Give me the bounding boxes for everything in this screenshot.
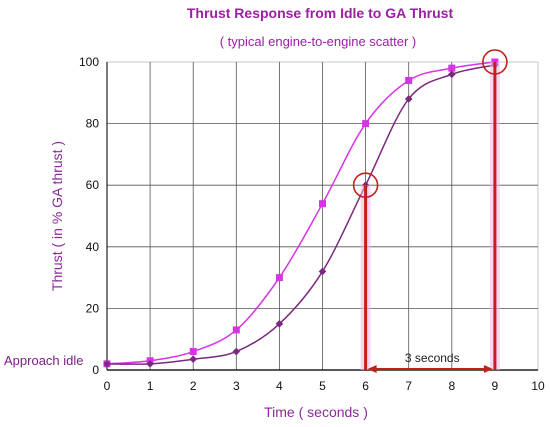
data-point-square	[275, 274, 283, 282]
data-point-diamond	[275, 320, 284, 328]
series-line-1	[106, 61, 496, 365]
series-line-2	[106, 64, 496, 365]
arrowhead-left	[367, 365, 377, 373]
y-tick-label: 20	[86, 301, 100, 315]
x-tick-label: 3	[233, 379, 240, 393]
x-tick-label: 4	[276, 379, 283, 393]
data-point-square	[448, 64, 456, 72]
arrowhead-right	[483, 365, 493, 373]
highlight-circle	[482, 49, 508, 75]
data-point-diamond	[318, 267, 327, 276]
x-tick-label: 6	[362, 379, 369, 393]
data-point-diamond	[103, 360, 111, 368]
x-tick-label: 5	[319, 379, 326, 393]
chart-marks	[103, 58, 499, 368]
chart-grid	[106, 61, 539, 371]
data-point-square	[362, 120, 370, 128]
x-tick-label: 1	[147, 379, 154, 393]
data-point-square	[232, 326, 240, 334]
y-tick-label: 100	[79, 55, 99, 69]
x-tick-label: 0	[104, 379, 111, 393]
y-tick-label: 80	[86, 117, 100, 131]
data-point-diamond	[232, 347, 241, 356]
x-tick-label: 9	[492, 379, 499, 393]
annotation-overlay: 3 seconds	[352, 49, 508, 373]
data-point-square	[319, 200, 326, 208]
y-axis-label: Thrust ( in % GA thrust )	[49, 141, 65, 291]
x-tick-label: 8	[448, 379, 455, 393]
duration-label: 3 seconds	[405, 351, 460, 365]
chart-title: Thrust Response from Idle to GA Thrust	[187, 5, 454, 21]
data-point-square	[189, 348, 197, 356]
data-point-diamond	[448, 70, 456, 79]
data-point-diamond	[189, 355, 197, 364]
x-axis-label: Time ( seconds )	[264, 404, 368, 420]
chart-subtitle: ( typical engine-to-engine scatter )	[220, 34, 417, 49]
approach-idle-label: Approach idle	[4, 353, 84, 368]
y-tick-label: 40	[86, 240, 100, 254]
y-tick-label: 0	[92, 363, 99, 377]
data-point-diamond	[404, 95, 413, 103]
x-tick-label: 10	[531, 379, 545, 393]
data-point-square	[405, 76, 413, 84]
y-tick-label: 60	[86, 178, 100, 192]
x-tick-label: 7	[405, 379, 412, 393]
data-point-diamond	[146, 360, 154, 368]
x-tick-label: 2	[190, 379, 197, 393]
highlight-circle	[352, 172, 379, 198]
